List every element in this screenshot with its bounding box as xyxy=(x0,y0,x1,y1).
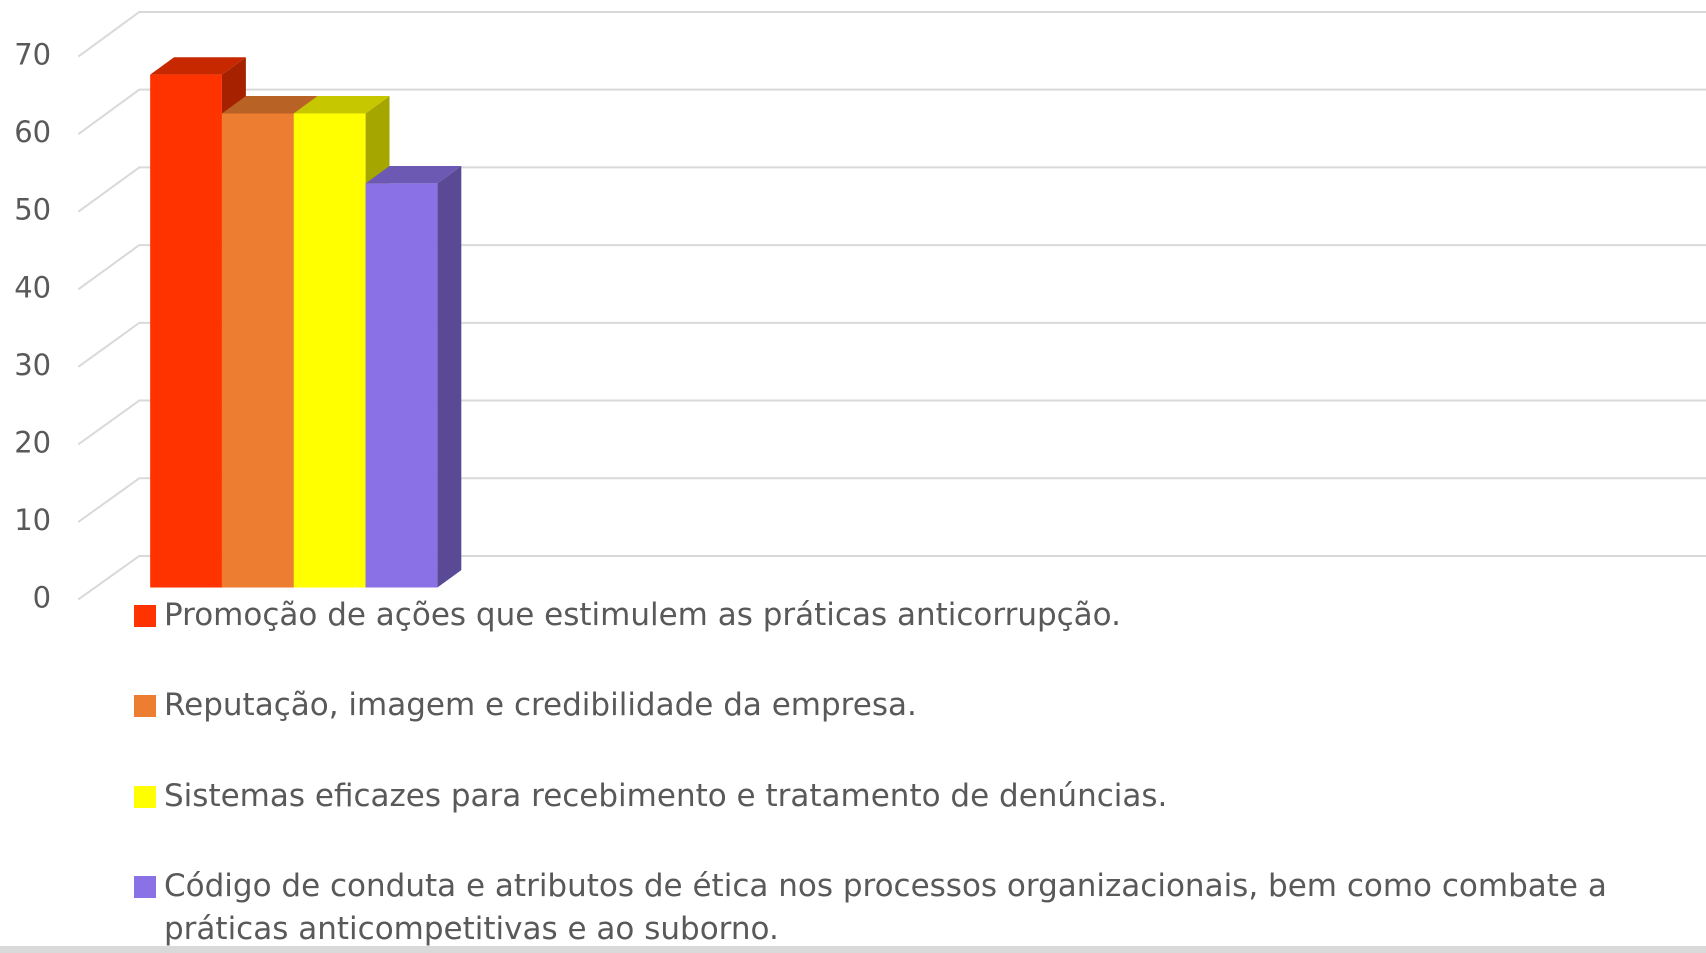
legend-label: Reputação, imagem e credibilidade da emp… xyxy=(164,687,917,724)
legend-item: Reputação, imagem e credibilidade da emp… xyxy=(134,684,1694,727)
legend-swatch xyxy=(134,785,156,808)
bar-front xyxy=(365,183,438,588)
bar-top xyxy=(150,57,246,75)
bar-side xyxy=(437,165,462,588)
y-tick-label: 20 xyxy=(14,425,51,459)
grid-line xyxy=(77,477,1706,523)
grid-line xyxy=(77,554,1706,601)
y-tick-label: 40 xyxy=(14,270,51,304)
y-tick-label: 70 xyxy=(14,38,51,72)
legend-swatch xyxy=(134,695,156,718)
bar-top xyxy=(221,96,318,114)
grid-line xyxy=(77,88,1706,135)
legend-swatch xyxy=(134,604,156,627)
bar xyxy=(365,165,462,588)
grid-line xyxy=(77,10,1706,58)
grid-line xyxy=(77,399,1706,446)
grid-line xyxy=(77,321,1706,368)
grid-line xyxy=(77,166,1706,213)
bar-top xyxy=(365,165,462,184)
bar-top xyxy=(293,96,390,114)
bar-front xyxy=(293,113,366,588)
legend-label: Código de conduta e atributos de ética n… xyxy=(164,867,1607,947)
y-tick-label: 50 xyxy=(14,193,51,227)
grid-line xyxy=(77,244,1706,291)
y-tick-label: 0 xyxy=(33,580,51,614)
y-tick-label: 30 xyxy=(14,348,51,382)
y-tick-label: 10 xyxy=(14,503,51,537)
legend-item: Promoção de ações que estimulem as práti… xyxy=(134,594,1694,637)
bottom-border xyxy=(0,946,1706,953)
legend-label: Promoção de ações que estimulem as práti… xyxy=(164,596,1121,633)
y-tick-label: 60 xyxy=(14,115,51,149)
legend-item: Código de conduta e atributos de ética n… xyxy=(134,865,1694,951)
legend-item: Sistemas eficazes para recebimento e tra… xyxy=(134,775,1694,818)
bar-front xyxy=(150,74,222,588)
legend-label: Sistemas eficazes para recebimento e tra… xyxy=(164,777,1168,814)
bar-front xyxy=(221,113,294,588)
legend-swatch xyxy=(134,875,156,898)
